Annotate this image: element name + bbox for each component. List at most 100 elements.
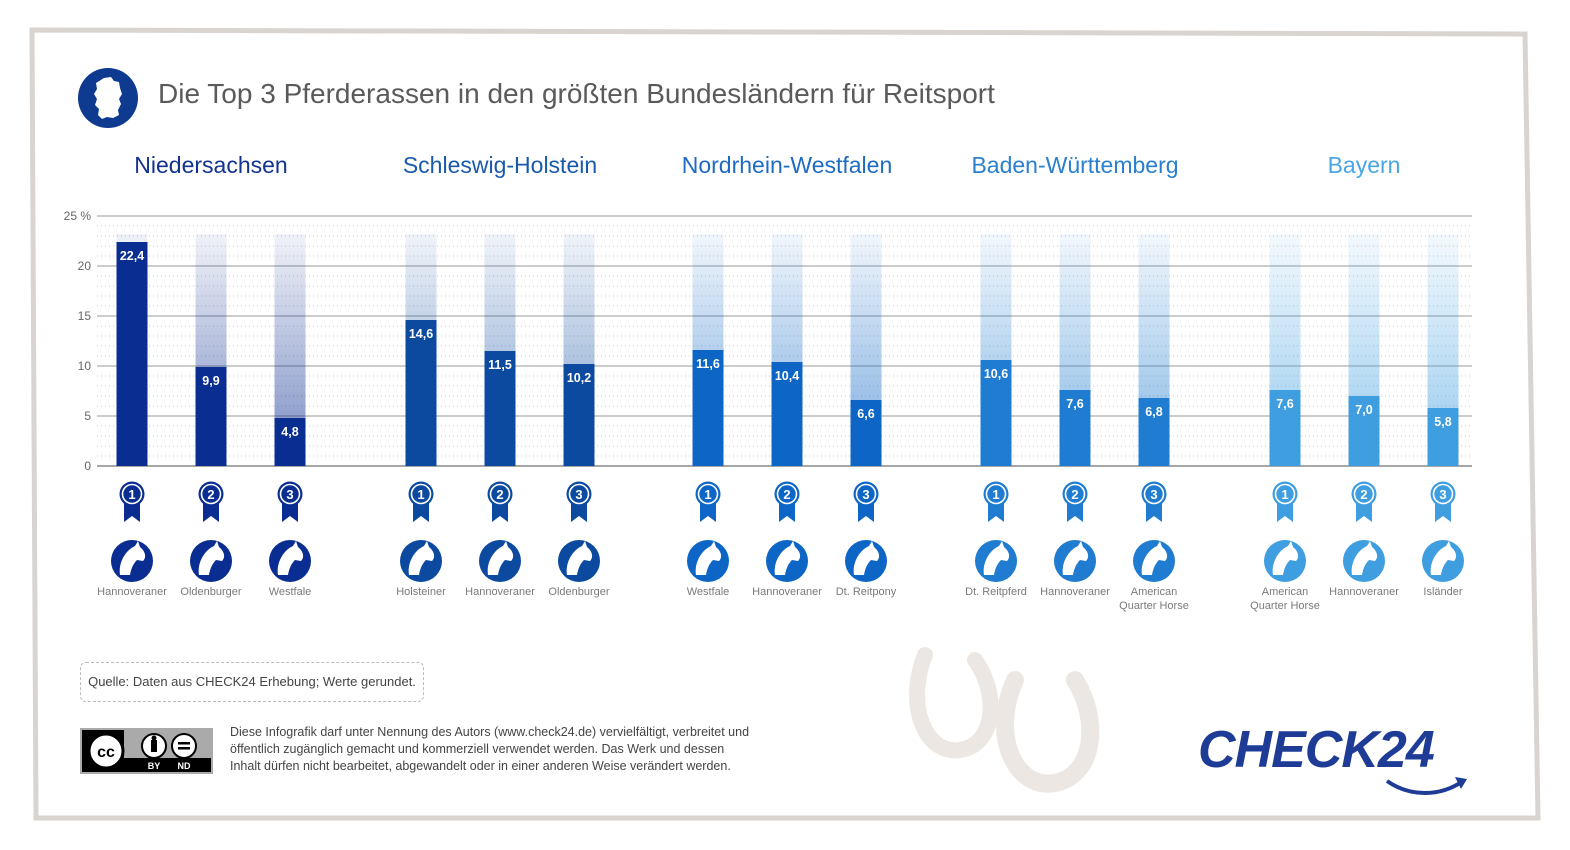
bar	[563, 364, 595, 466]
breed-label: Hannoveraner	[1040, 586, 1110, 598]
bar	[1269, 390, 1301, 466]
breed-label: Westfale	[269, 586, 312, 598]
horse-head-icon	[1133, 540, 1175, 582]
source-note: Quelle: Daten aus CHECK24 Erhebung; Wert…	[80, 662, 424, 702]
rank-ribbon-icon: 1	[1272, 481, 1298, 522]
region-label: Bayern	[1327, 152, 1401, 178]
rank-number: 3	[1150, 487, 1157, 502]
rank-number: 1	[128, 487, 135, 502]
logo-swoosh-icon	[1385, 777, 1467, 795]
y-tick-label: 0	[84, 459, 91, 473]
breed-label: Quarter Horse	[1250, 600, 1320, 612]
region-label: Nordrhein-Westfalen	[681, 152, 893, 178]
rank-number: 2	[783, 487, 790, 502]
license-text: Diese Infografik darf unter Nennung des …	[230, 724, 800, 775]
breed-label: Oldenburger	[180, 586, 241, 598]
horse-head-icon	[1264, 540, 1306, 582]
data-label: 22,4	[120, 249, 144, 263]
rank-number: 1	[992, 487, 999, 502]
germany-map-icon	[78, 68, 138, 128]
rank-number: 1	[1281, 487, 1288, 502]
y-tick-label: 15	[78, 309, 92, 323]
rank-ribbon-icon: 1	[983, 481, 1009, 522]
y-tick-label: 20	[78, 259, 92, 273]
data-label: 9,9	[202, 374, 219, 388]
bar	[850, 400, 882, 466]
horse-head-icon	[766, 540, 808, 582]
horse-head-icon	[1054, 540, 1096, 582]
breed-label: Holsteiner	[396, 586, 446, 598]
horse-head-icon	[975, 540, 1017, 582]
breed-label: American	[1262, 586, 1308, 598]
bar	[484, 351, 516, 466]
bar	[1427, 408, 1459, 466]
data-label: 5,8	[1434, 415, 1451, 429]
cc-by-text: BY	[148, 761, 161, 771]
breed-label: American	[1131, 586, 1177, 598]
data-label: 11,6	[696, 357, 720, 371]
horse-head-icon	[269, 540, 311, 582]
bar	[1059, 390, 1091, 466]
breed-label: Hannoveraner	[752, 586, 822, 598]
bar	[980, 360, 1012, 466]
breed-label: Hannoveraner	[97, 586, 167, 598]
y-tick-label: 25 %	[64, 209, 92, 223]
horse-head-icon	[687, 540, 729, 582]
rank-ribbon-icon: 2	[1062, 481, 1088, 522]
bar	[116, 242, 148, 466]
breed-label: Isländer	[1423, 586, 1462, 598]
rank-ribbon-icon: 2	[774, 481, 800, 522]
bar	[692, 350, 724, 466]
rank-number: 3	[1439, 487, 1446, 502]
data-label: 4,8	[281, 425, 298, 439]
data-label: 14,6	[409, 327, 433, 341]
horse-head-icon	[845, 540, 887, 582]
horse-head-icon	[400, 540, 442, 582]
cc-nd-text: ND	[178, 761, 191, 771]
license-line: Diese Infografik darf unter Nennung des …	[230, 725, 750, 739]
rank-number: 3	[575, 487, 582, 502]
bar	[1348, 396, 1380, 466]
rank-number: 2	[1360, 487, 1367, 502]
breed-label: Quarter Horse	[1119, 600, 1189, 612]
cc-text: cc	[97, 744, 115, 761]
data-label: 7,0	[1355, 403, 1372, 417]
data-label: 10,4	[775, 369, 799, 383]
horse-head-icon	[111, 540, 153, 582]
rank-ribbon-icon: 3	[566, 481, 592, 522]
y-tick-label: 10	[78, 359, 92, 373]
region-label: Schleswig-Holstein	[402, 152, 598, 178]
rank-ribbon-icon: 3	[1430, 481, 1456, 522]
rank-number: 2	[1071, 487, 1078, 502]
cc-license-badge: cc BY ND	[80, 728, 213, 774]
horse-head-icon	[1343, 540, 1385, 582]
data-label: 6,6	[857, 407, 874, 421]
rank-ribbon-icon: 1	[408, 481, 434, 522]
rank-number: 1	[704, 487, 711, 502]
rank-ribbon-icon: 3	[1141, 481, 1167, 522]
y-tick-label: 5	[84, 409, 91, 423]
horse-head-icon	[190, 540, 232, 582]
bar	[195, 367, 227, 466]
breed-label: Dt. Reitpony	[836, 586, 897, 598]
horse-head-icon	[558, 540, 600, 582]
bar	[771, 362, 803, 466]
rank-number: 2	[496, 487, 503, 502]
data-label: 10,6	[984, 367, 1008, 381]
region-label: Niedersachsen	[134, 152, 288, 178]
chart-title: Die Top 3 Pferderassen in den größten Bu…	[158, 78, 995, 109]
rank-number: 3	[286, 487, 293, 502]
breed-label: Hannoveraner	[1329, 586, 1399, 598]
data-label: 6,8	[1145, 405, 1162, 419]
breed-label: Oldenburger	[548, 586, 609, 598]
data-label: 10,2	[567, 371, 591, 385]
horseshoe-icon	[909, 647, 1100, 793]
breed-label: Hannoveraner	[465, 586, 535, 598]
rank-number: 2	[207, 487, 214, 502]
bar	[1138, 398, 1170, 466]
breed-label: Westfale	[687, 586, 730, 598]
rank-ribbon-icon: 3	[853, 481, 879, 522]
rank-ribbon-icon: 1	[119, 481, 145, 522]
rank-ribbon-icon: 2	[198, 481, 224, 522]
